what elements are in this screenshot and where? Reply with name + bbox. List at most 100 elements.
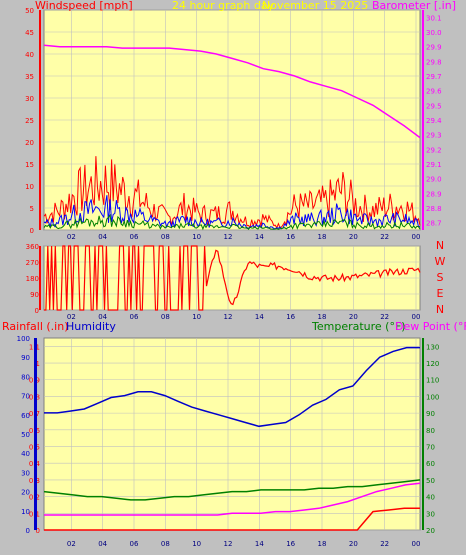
temp-x-tick-label: 06 bbox=[130, 540, 139, 548]
baro-tick-label: 30.1 bbox=[426, 14, 442, 22]
temp-x-tick-label: 08 bbox=[161, 540, 170, 548]
temp-tick-label: 20 bbox=[426, 527, 435, 535]
wind-tick-label: 0 bbox=[30, 227, 34, 235]
direction-x-tick-label: 22 bbox=[380, 313, 389, 321]
baro-tick-label: 29.5 bbox=[426, 102, 442, 110]
compass-letter: W bbox=[435, 255, 446, 268]
wind-x-tick-label: 20 bbox=[349, 233, 358, 241]
direction-axis-bar bbox=[39, 246, 41, 310]
wind-axis-bar bbox=[39, 10, 41, 230]
direction-x-tick-label: 06 bbox=[130, 313, 139, 321]
humidity-label: Humidity bbox=[66, 320, 116, 333]
baro-tick-label: 29.3 bbox=[426, 132, 442, 140]
temp-x-tick-label: 16 bbox=[286, 540, 295, 548]
baro-tick-label: 29.0 bbox=[426, 176, 442, 184]
direction-tick-label: 360 bbox=[26, 243, 39, 251]
barometer-label: Barometer [.in] bbox=[372, 0, 456, 12]
dewpoint-line bbox=[44, 482, 421, 516]
wind-x-tick-label: 18 bbox=[318, 233, 327, 241]
baro-tick-label: 28.9 bbox=[426, 190, 442, 198]
baro-tick-label: 29.8 bbox=[426, 58, 442, 66]
temp-x-tick-label: 00 bbox=[412, 540, 421, 548]
humidity-tick-label: 100 bbox=[17, 335, 30, 343]
wind-x-tick-label: 22 bbox=[380, 233, 389, 241]
temp-x-tick-label: 02 bbox=[67, 540, 76, 548]
wind-tick-label: 40 bbox=[25, 51, 34, 59]
direction-x-tick-label: 14 bbox=[255, 313, 264, 321]
wind-x-tick-label: 10 bbox=[192, 233, 201, 241]
wind-tick-label: 15 bbox=[25, 161, 34, 169]
direction-ticks: 360 270 180 90 0 02 04 06 08 10 12 14 16 18 20 22 00 bbox=[26, 243, 421, 321]
temp-tick-label: 90 bbox=[426, 410, 435, 418]
graph-title: 24 hour graph day bbox=[172, 0, 275, 12]
wind-tick-label: 25 bbox=[25, 117, 34, 125]
temp-x-tick-label: 14 bbox=[255, 540, 264, 548]
humidity-tick-label: 30 bbox=[21, 469, 30, 477]
baro-tick-label: 29.4 bbox=[426, 117, 442, 125]
wind-tick-label: 35 bbox=[25, 73, 34, 81]
baro-tick-label: 29.9 bbox=[426, 44, 442, 52]
wind-tick-label: 20 bbox=[25, 139, 34, 147]
wind-tick-label: 50 bbox=[25, 7, 34, 15]
wind-x-tick-label: 14 bbox=[255, 233, 264, 241]
temp-tick-label: 70 bbox=[426, 444, 435, 452]
wind-ticks: 0 5 10 15 20 25 30 35 40 45 50 28.7 28.8 28.9 29.0 29.1… bbox=[25, 7, 442, 241]
dewpoint-label: Dew Point (°F) bbox=[395, 320, 466, 333]
humidity-tick-label: 70 bbox=[21, 393, 30, 401]
temp-tick-label: 120 bbox=[426, 360, 439, 368]
temp-tick-label: 100 bbox=[426, 393, 439, 401]
wind-tick-label: 30 bbox=[25, 95, 34, 103]
temp-plot-area bbox=[43, 337, 421, 531]
temp-tick-label: 80 bbox=[426, 427, 435, 435]
humidity-tick-label: 40 bbox=[21, 450, 30, 458]
rainfall-line bbox=[44, 507, 420, 531]
temperature-line bbox=[43, 479, 421, 501]
direction-x-tick-label: 10 bbox=[192, 313, 201, 321]
direction-tick-label: 0 bbox=[35, 307, 39, 315]
humidity-tick-label: 0 bbox=[26, 527, 30, 535]
direction-x-tick-label: 20 bbox=[349, 313, 358, 321]
direction-x-tick-label: 08 bbox=[161, 313, 170, 321]
wind-direction-line bbox=[44, 245, 421, 311]
humidity-tick-label: 20 bbox=[21, 489, 30, 497]
direction-x-tick-label: 16 bbox=[286, 313, 295, 321]
humidity-tick-label: 80 bbox=[21, 373, 30, 381]
direction-tick-label: 180 bbox=[26, 275, 39, 283]
humidity-line bbox=[44, 346, 420, 428]
humidity-tick-label: 60 bbox=[21, 412, 30, 420]
wind-tick-label: 5 bbox=[30, 205, 34, 213]
baro-tick-label: 29.6 bbox=[426, 88, 442, 96]
temp-tick-label: 130 bbox=[426, 343, 439, 351]
wind-x-tick-label: 02 bbox=[67, 233, 76, 241]
humidity-axis-bar bbox=[34, 338, 37, 530]
temp-x-tick-label: 10 bbox=[192, 540, 201, 548]
temp-tick-label: 40 bbox=[426, 494, 435, 502]
wind-x-tick-label: 04 bbox=[98, 233, 107, 241]
rainfall-label: Rainfall (.in) bbox=[2, 320, 69, 333]
baro-tick-label: 29.7 bbox=[426, 73, 442, 81]
humidity-tick-label: 90 bbox=[21, 354, 30, 362]
windspeed-label: Windspeed [mph] bbox=[35, 0, 133, 12]
baro-tick-label: 28.7 bbox=[426, 220, 442, 228]
temp-x-tick-label: 20 bbox=[349, 540, 358, 548]
wind-tick-label: 10 bbox=[25, 183, 34, 191]
baro-axis-bar bbox=[422, 10, 424, 230]
graph-date: November 15 2025 bbox=[262, 0, 368, 12]
compass-letter: E bbox=[437, 287, 444, 300]
wind-tick-label: 45 bbox=[25, 29, 34, 37]
direction-tick-label: 90 bbox=[30, 291, 39, 299]
direction-x-tick-label: 04 bbox=[98, 313, 107, 321]
wind-x-tick-label: 12 bbox=[224, 233, 233, 241]
compass-letter: N bbox=[436, 303, 444, 316]
wind-x-tick-label: 08 bbox=[161, 233, 170, 241]
baro-tick-label: 29.2 bbox=[426, 146, 442, 154]
wind-gust-line bbox=[43, 156, 421, 229]
direction-x-tick-label: 02 bbox=[67, 313, 76, 321]
baro-tick-label: 28.8 bbox=[426, 205, 442, 213]
temp-tick-label: 60 bbox=[426, 460, 435, 468]
rain-tick-label: 1 bbox=[36, 360, 40, 368]
temp-x-tick-label: 12 bbox=[224, 540, 233, 548]
